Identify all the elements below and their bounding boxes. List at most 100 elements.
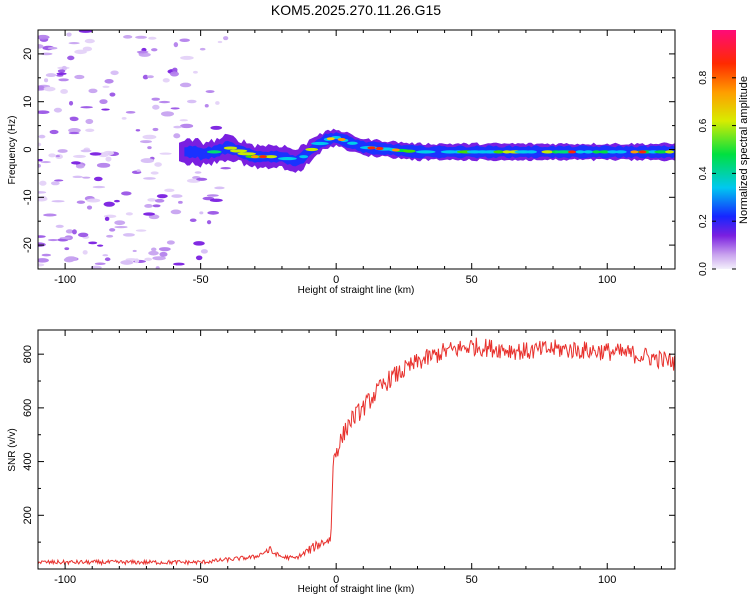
noise-blob: [43, 86, 56, 92]
noise-blob: [96, 162, 111, 168]
noise-blob: [173, 125, 182, 129]
signal-track-hotspot: [337, 137, 346, 141]
spectrogram-y-axis: -20 -10 0 10 20: [22, 29, 675, 270]
signal-track-segment: [311, 141, 329, 146]
noise-blob: [68, 128, 81, 133]
noise-blob: [142, 74, 149, 80]
noise-blob: [204, 103, 209, 108]
noise-blob: [158, 100, 171, 104]
noise-blob: [223, 36, 229, 41]
noise-blob: [82, 46, 93, 52]
noise-blob: [151, 97, 161, 101]
noise-blob: [144, 257, 153, 261]
spectrogram-x-tick-label: 50: [466, 274, 478, 286]
noise-blob: [142, 134, 157, 140]
noise-blob: [94, 262, 106, 266]
colorbar-tick-label: 0.4: [698, 166, 709, 180]
noise-blob: [80, 149, 92, 153]
noise-blob: [121, 117, 127, 120]
noise-blob: [57, 149, 68, 153]
snr-x-axis: -100 -50 0 50 100: [37, 330, 662, 586]
noise-blob: [196, 177, 208, 181]
noise-blob: [148, 36, 157, 40]
noise-blob: [60, 88, 68, 94]
noise-blob: [74, 49, 87, 55]
noise-blob: [57, 69, 66, 73]
spectrogram-x-tick-label: 100: [598, 274, 616, 286]
noise-blob: [38, 235, 46, 238]
noise-blob: [122, 233, 135, 237]
noise-blob: [138, 52, 151, 57]
noise-blob: [139, 140, 153, 144]
noise-blob: [195, 255, 203, 261]
noise-blob: [186, 99, 197, 104]
noise-blob: [135, 129, 141, 132]
noise-blob: [56, 72, 67, 76]
snr-y-tick-label: 400: [22, 452, 34, 470]
noise-blob: [158, 247, 171, 252]
noise-blob: [159, 152, 172, 155]
noise-blob: [125, 212, 133, 216]
noise-blob: [180, 123, 194, 129]
noise-blob: [45, 73, 57, 78]
figure-title: KOM5.2025.270.11.26.G15: [271, 2, 441, 18]
noise-blob: [147, 146, 152, 150]
noise-blob: [193, 241, 205, 246]
noise-blob: [72, 175, 83, 179]
noise-blob: [63, 257, 75, 263]
noise-blob: [169, 71, 179, 77]
signal-track-segment: [607, 150, 619, 154]
noise-blob: [78, 232, 89, 238]
noise-blob: [106, 234, 114, 238]
snr-x-label: Height of straight line (km): [298, 584, 415, 595]
noise-blob: [89, 152, 102, 156]
noise-blob: [92, 185, 106, 189]
noise-blob: [209, 198, 223, 203]
colorbar: 0.0 0.2 0.4 0.6 0.8 Normalized spectral ampl…: [698, 30, 750, 276]
spectrogram-x-tick-label: -50: [193, 274, 209, 286]
noise-blob: [38, 242, 46, 247]
noise-blob: [38, 191, 47, 194]
noise-blob: [88, 241, 98, 245]
noise-blob: [160, 111, 175, 117]
noise-blob: [143, 177, 156, 180]
signal-track-segment: [598, 150, 611, 154]
signal-track-hotspot: [630, 150, 639, 154]
noise-blob: [103, 201, 115, 207]
noise-blob: [110, 70, 119, 76]
noise-blob: [69, 116, 79, 122]
noise-blob: [102, 254, 109, 257]
spectrogram-x-tick-label: 0: [333, 274, 339, 286]
noise-blob: [140, 158, 155, 164]
snr-panel: -100 -50 0 50 100 200 400 600 800 Height of str…: [7, 329, 676, 595]
noise-blob: [125, 110, 136, 114]
noise-blob: [86, 198, 101, 203]
noise-blob: [220, 167, 231, 170]
noise-blob: [105, 156, 112, 162]
noise-blob: [59, 236, 71, 240]
snr-y-tick-label: 800: [22, 345, 34, 363]
noise-blob: [189, 218, 197, 223]
noise-blob: [80, 106, 93, 109]
signal-track-core: [184, 132, 675, 167]
colorbar-gradient: [712, 30, 736, 269]
signal-track-hotspot: [391, 148, 400, 152]
noise-blob: [38, 44, 44, 49]
signal-track-segment: [305, 147, 319, 152]
noise-blob: [38, 158, 43, 162]
noise-blob: [164, 188, 175, 192]
signal-track-segment: [403, 149, 416, 153]
noise-blob: [93, 176, 103, 182]
colorbar-ticks: 0.0 0.2 0.4 0.6 0.8: [698, 70, 736, 276]
noise-blob: [143, 212, 156, 216]
colorbar-tick-label: 0.2: [698, 214, 709, 228]
noise-blob: [58, 78, 69, 82]
noise-blob: [144, 204, 153, 208]
noise-blob: [114, 220, 126, 226]
noise-blob: [38, 110, 50, 115]
noise-blob: [65, 229, 74, 234]
noise-blob: [68, 100, 74, 106]
noise-blob: [47, 46, 58, 50]
signal-track-segment: [554, 150, 574, 154]
